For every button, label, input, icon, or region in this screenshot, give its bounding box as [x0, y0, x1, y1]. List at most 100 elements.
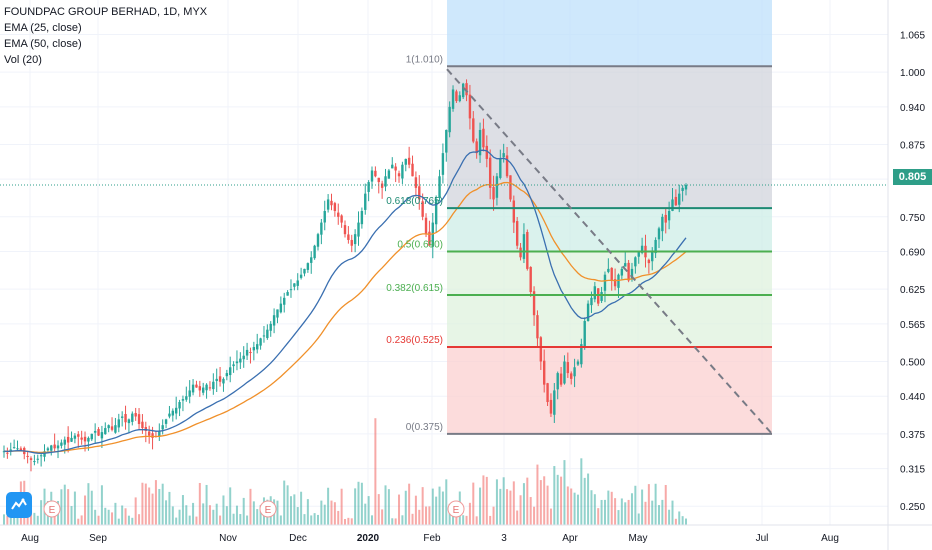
volume-bar	[3, 514, 5, 525]
volume-bar	[519, 495, 522, 525]
volume-bar	[560, 476, 563, 525]
time-tick-label: Aug	[821, 533, 839, 544]
candle-body	[39, 455, 43, 457]
earnings-marker-label: E	[453, 505, 460, 516]
volume-bar	[580, 458, 583, 525]
volume-bar	[452, 509, 455, 525]
volume-bar	[614, 498, 617, 525]
candle-body	[229, 367, 232, 376]
candle-body	[391, 164, 394, 169]
candle-body	[19, 448, 23, 451]
candle-body	[630, 268, 634, 280]
candle-body	[553, 390, 556, 415]
candle-body	[134, 413, 137, 417]
candle-body	[306, 263, 310, 270]
candle-body	[573, 367, 576, 377]
candle-body	[127, 419, 131, 424]
candle-body	[590, 297, 593, 306]
volume-bar	[533, 506, 536, 525]
volume-bar	[259, 505, 262, 525]
candle-body	[326, 199, 330, 210]
volume-bar	[175, 517, 178, 525]
candle-body	[657, 228, 661, 240]
volume-bar	[87, 483, 90, 525]
volume-bar	[509, 490, 512, 525]
fib-label: 0.236(0.525)	[386, 335, 443, 346]
candle-body	[310, 257, 313, 263]
candle-body	[80, 437, 83, 440]
volume-bar	[384, 485, 387, 525]
volume-bar	[84, 495, 87, 525]
volume-bar	[479, 487, 482, 525]
volume-bar	[90, 490, 93, 525]
volume-bar	[127, 515, 130, 525]
candle-body	[674, 196, 678, 206]
volume-bar	[350, 518, 353, 525]
candle-body	[164, 419, 168, 424]
volume-bar	[674, 518, 677, 525]
candle-body	[374, 170, 377, 177]
candle-body	[542, 360, 546, 385]
volume-bar	[100, 485, 103, 525]
time-tick-label: Jul	[756, 533, 769, 544]
volume-bar	[603, 499, 606, 525]
volume-bar	[36, 515, 39, 525]
candle-body	[664, 214, 667, 223]
volume-bar	[235, 505, 238, 525]
earnings-marker[interactable]	[43, 500, 61, 518]
ema-lines	[3, 149, 687, 455]
candle-body	[681, 187, 684, 191]
price-tick-label: 0.315	[900, 465, 925, 476]
candle-body	[245, 349, 249, 356]
candle-body	[603, 274, 607, 291]
candle-body	[93, 430, 97, 433]
volume-bar	[77, 518, 80, 525]
fib-label: 0(0.375)	[406, 422, 443, 433]
candle-body	[107, 425, 110, 429]
volume-bar	[516, 510, 519, 525]
price-tick-label: 1.000	[900, 68, 925, 79]
volume-bar	[63, 484, 66, 525]
candle-body	[144, 427, 148, 431]
legend-ema25[interactable]: EMA (25, close)	[4, 22, 82, 34]
volume-bar	[242, 497, 245, 525]
candle-body	[586, 303, 590, 322]
volume-bar	[141, 482, 144, 525]
volume-bar	[512, 481, 515, 525]
volume-bar	[438, 486, 441, 525]
legend-volume[interactable]: Vol (20)	[4, 54, 42, 66]
volume-bar	[40, 500, 43, 525]
volume-bar	[327, 487, 330, 525]
volume-bar	[296, 507, 299, 525]
volume-bar	[556, 474, 559, 525]
candle-body	[272, 315, 276, 326]
volume-bar	[408, 483, 411, 525]
candle-body	[212, 381, 215, 390]
time-tick-label: May	[629, 533, 648, 544]
candle-body	[475, 141, 478, 154]
volume-bar	[671, 500, 674, 525]
volume-bar	[418, 509, 421, 525]
volume-bar	[276, 500, 279, 525]
candle-body	[198, 386, 202, 391]
ema50-line	[3, 181, 687, 454]
volume-bar	[600, 499, 603, 525]
volume-bar	[472, 482, 475, 525]
legend-title: FOUNDPAC GROUP BERHAD, 1D, MYX	[4, 6, 208, 18]
volume-bar	[320, 500, 323, 525]
legend-ema50[interactable]: EMA (50, close)	[4, 38, 82, 50]
fib-zone-top	[447, 0, 772, 67]
candle-body	[6, 452, 9, 454]
candle-body	[424, 217, 428, 235]
candle-body	[83, 436, 87, 442]
earnings-marker[interactable]	[447, 500, 465, 518]
candle-body	[232, 364, 235, 367]
tradingview-logo[interactable]	[6, 492, 32, 518]
volume-bar	[114, 502, 117, 525]
earnings-marker[interactable]	[259, 500, 277, 518]
candle-body	[208, 387, 212, 389]
candle-body	[600, 292, 603, 301]
volume-bar	[401, 515, 404, 525]
